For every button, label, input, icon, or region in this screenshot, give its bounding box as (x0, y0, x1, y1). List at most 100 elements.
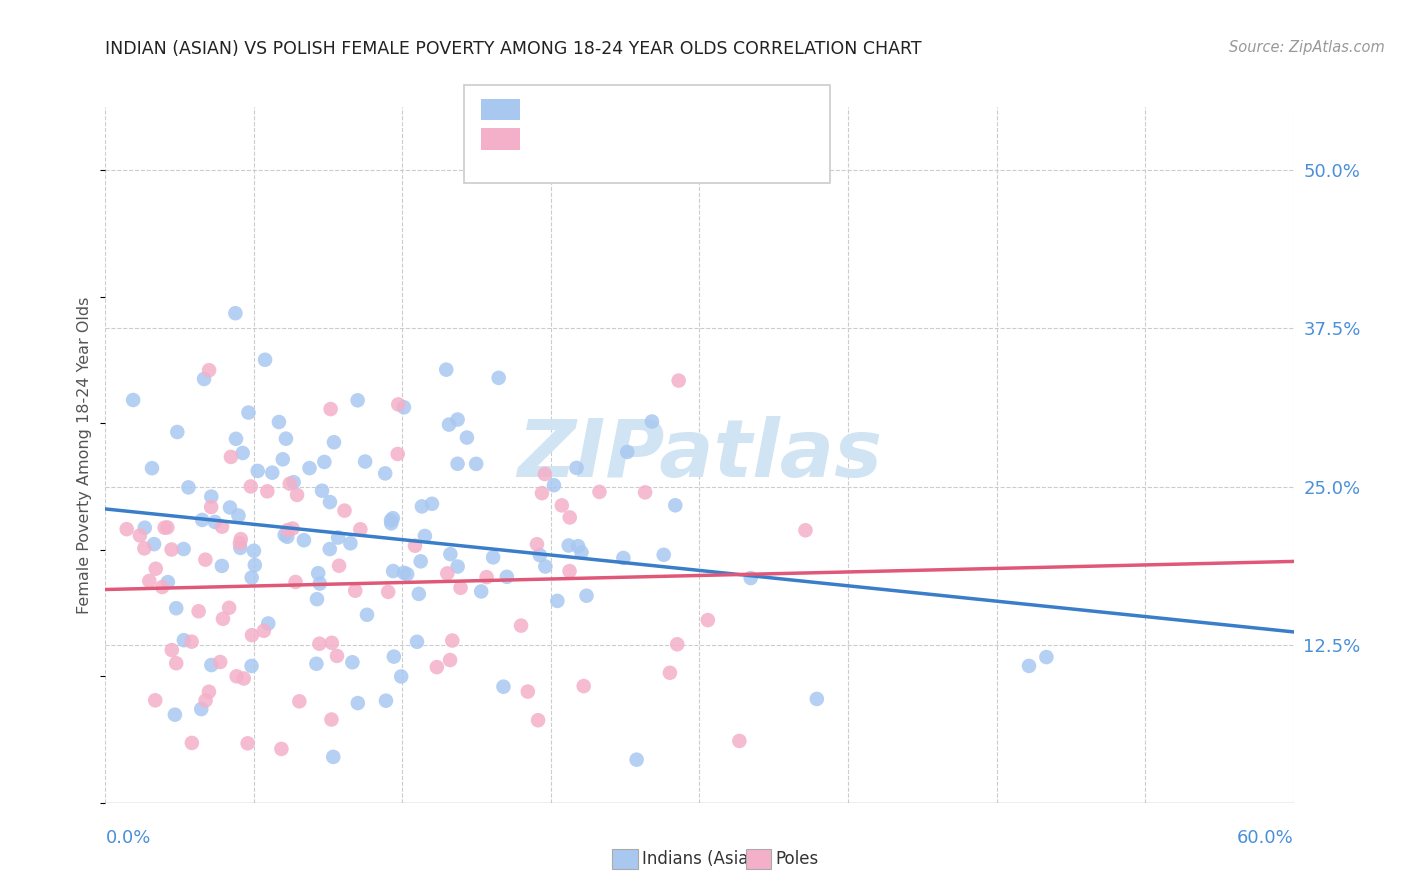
Point (270, 742, 292, 756)
Point (326, 648, 349, 663)
Point (558, 510, 581, 524)
Point (346, 696, 368, 710)
Point (492, 680, 515, 694)
Point (557, 539, 579, 553)
Point (446, 457, 468, 471)
Point (612, 551, 634, 566)
Point (238, 406, 260, 420)
Point (664, 498, 686, 512)
Point (257, 616, 280, 631)
Point (354, 454, 377, 468)
Point (380, 513, 402, 527)
Point (558, 564, 581, 578)
Point (446, 559, 468, 574)
Point (281, 521, 304, 535)
Point (495, 570, 517, 584)
Point (173, 541, 195, 556)
Point (122, 392, 145, 407)
Point (806, 692, 828, 706)
Point (322, 750, 344, 764)
Point (211, 519, 233, 533)
Point (616, 445, 638, 459)
Point (160, 542, 183, 557)
Point (439, 547, 461, 561)
Point (314, 455, 336, 469)
Point (285, 488, 308, 502)
Point (253, 624, 276, 638)
Point (571, 545, 593, 559)
Point (389, 669, 412, 683)
Point (180, 736, 202, 750)
Point (243, 543, 266, 558)
Point (194, 552, 217, 566)
Point (658, 665, 681, 680)
Point (240, 628, 263, 642)
Point (446, 412, 468, 426)
Point (380, 516, 402, 531)
Text: 60.0%: 60.0% (1237, 829, 1294, 847)
Point (396, 567, 419, 582)
Point (465, 457, 488, 471)
Point (339, 536, 361, 550)
Point (333, 503, 356, 517)
Text: INDIAN (ASIAN) VS POLISH FEMALE POVERTY AMONG 18-24 YEAR OLDS CORRELATION CHART: INDIAN (ASIAN) VS POLISH FEMALE POVERTY … (105, 40, 922, 58)
Point (392, 566, 415, 580)
Point (160, 643, 183, 657)
Point (211, 558, 233, 573)
Point (349, 522, 371, 536)
Point (319, 495, 342, 509)
Point (165, 601, 187, 615)
Point (246, 464, 269, 478)
Point (200, 658, 222, 673)
Text: Source: ZipAtlas.com: Source: ZipAtlas.com (1229, 40, 1385, 55)
Point (641, 415, 664, 429)
Point (305, 592, 328, 607)
Point (408, 587, 430, 601)
Point (283, 475, 305, 490)
Point (328, 558, 350, 573)
Text: R = -0.015   N =  78: R = -0.015 N = 78 (537, 129, 755, 147)
Point (307, 566, 329, 581)
Point (232, 672, 254, 686)
Text: Indians (Asian): Indians (Asian) (643, 850, 765, 868)
Point (229, 541, 252, 555)
Point (229, 532, 252, 546)
Point (526, 537, 548, 551)
Point (243, 558, 266, 572)
Point (387, 397, 409, 411)
Point (200, 490, 222, 504)
Point (652, 548, 675, 562)
Point (1018, 659, 1040, 673)
Point (200, 500, 222, 514)
Text: 0.0%: 0.0% (105, 829, 150, 847)
Point (319, 542, 342, 557)
Point (475, 570, 498, 584)
Point (1035, 650, 1057, 665)
Point (150, 580, 173, 594)
Point (193, 372, 215, 386)
Point (228, 508, 250, 523)
Point (198, 363, 221, 377)
Point (387, 447, 409, 461)
Point (191, 513, 214, 527)
Point (225, 432, 247, 446)
Point (567, 539, 589, 553)
Point (212, 612, 235, 626)
Point (209, 655, 232, 669)
Point (375, 694, 398, 708)
Text: ZIPatlas: ZIPatlas (517, 416, 882, 494)
Point (326, 531, 349, 545)
Point (278, 476, 301, 491)
Point (267, 415, 290, 429)
Point (382, 564, 405, 578)
Point (382, 649, 405, 664)
Point (218, 600, 240, 615)
Point (321, 636, 343, 650)
Point (374, 467, 396, 481)
Point (529, 548, 551, 562)
Point (219, 500, 242, 515)
Point (420, 497, 443, 511)
Point (381, 511, 404, 525)
Point (696, 613, 718, 627)
Point (794, 523, 817, 537)
